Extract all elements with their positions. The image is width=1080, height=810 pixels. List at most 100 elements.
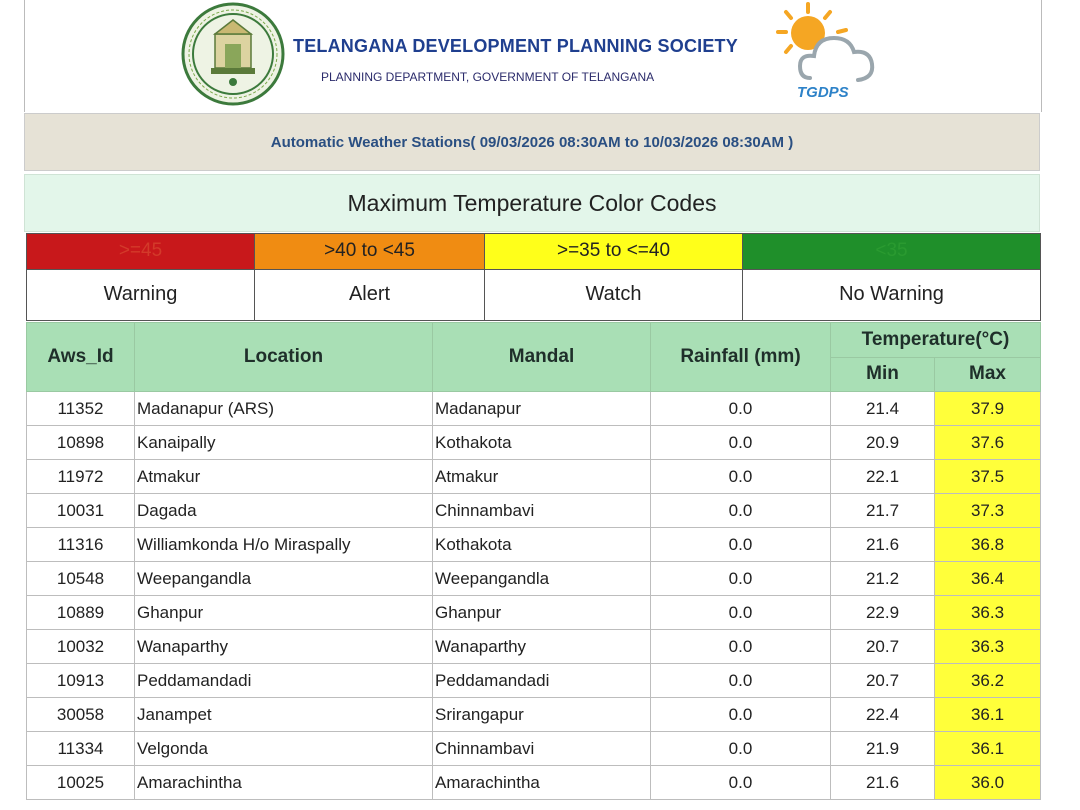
period-bar: Automatic Weather Stations( 09/03/2026 0… — [24, 113, 1040, 171]
cell-min-temp: 21.7 — [830, 493, 935, 528]
cell-min-temp: 21.2 — [830, 561, 935, 596]
cell-max-temp: 37.9 — [933, 391, 1042, 426]
cell-aws-id: 10031 — [26, 493, 135, 528]
cell-mandal: Wanaparthy — [432, 629, 651, 664]
cell-max-temp: 36.4 — [933, 561, 1042, 596]
header-mandal: Mandal — [432, 322, 651, 392]
cell-location: Madanapur (ARS) — [134, 391, 433, 426]
cell-rainfall: 0.0 — [650, 629, 831, 664]
cell-aws-id: 10025 — [26, 765, 135, 800]
cell-min-temp: 20.7 — [830, 663, 935, 698]
header-aws-id: Aws_Id — [26, 322, 135, 392]
header: TELANGANA DEVELOPMENT PLANNING SOCIETY P… — [24, 0, 1042, 112]
cell-min-temp: 22.1 — [830, 459, 935, 494]
cell-min-temp: 21.6 — [830, 765, 935, 800]
cell-min-temp: 21.6 — [830, 527, 935, 562]
table-row: 11334 Velgonda Chinnambavi 0.0 21.9 36.1 — [26, 731, 1042, 766]
table-row: 10548 Weepangandla Weepangandla 0.0 21.2 36.4 — [26, 561, 1042, 596]
cell-rainfall: 0.0 — [650, 765, 831, 800]
cell-rainfall: 0.0 — [650, 663, 831, 698]
cell-mandal: Kothakota — [432, 527, 651, 562]
cell-rainfall: 0.0 — [650, 425, 831, 460]
cell-mandal: Chinnambavi — [432, 493, 651, 528]
cell-rainfall: 0.0 — [650, 391, 831, 426]
weather-table-body: 11352 Madanapur (ARS) Madanapur 0.0 21.4 37.9… — [26, 391, 1042, 800]
cell-mandal: Ghanpur — [432, 595, 651, 630]
cell-max-temp: 37.5 — [933, 459, 1042, 494]
cell-location: Dagada — [134, 493, 433, 528]
cell-max-temp: 36.8 — [933, 527, 1042, 562]
cell-aws-id: 10032 — [26, 629, 135, 664]
period-text: Automatic Weather Stations( 09/03/2026 0… — [270, 133, 794, 151]
code-range-warning: >=45 — [26, 233, 255, 270]
cell-rainfall: 0.0 — [650, 561, 831, 596]
cell-aws-id: 11972 — [26, 459, 135, 494]
table-row: 11352 Madanapur (ARS) Madanapur 0.0 21.4 37.9 — [26, 391, 1042, 426]
table-row: 10025 Amarachintha Amarachintha 0.0 21.6 36.0 — [26, 765, 1042, 800]
cell-max-temp: 36.3 — [933, 629, 1042, 664]
cell-mandal: Chinnambavi — [432, 731, 651, 766]
cell-location: Atmakur — [134, 459, 433, 494]
cell-mandal: Amarachintha — [432, 765, 651, 800]
cell-location: Amarachintha — [134, 765, 433, 800]
code-range-watch: >=35 to <=40 — [484, 233, 743, 270]
sun-cloud-logo-icon — [776, 2, 875, 82]
cell-rainfall: 0.0 — [650, 459, 831, 494]
color-codes-table: >=45 >40 to <45 >=35 to <=40 <35 Warning… — [26, 233, 1041, 322]
header-location: Location — [134, 322, 433, 392]
cell-mandal: Srirangapur — [432, 697, 651, 732]
table-row: 10032 Wanaparthy Wanaparthy 0.0 20.7 36.3 — [26, 629, 1042, 664]
header-rainfall: Rainfall (mm) — [650, 322, 831, 392]
cell-max-temp: 36.1 — [933, 697, 1042, 732]
table-row: 10031 Dagada Chinnambavi 0.0 21.7 37.3 — [26, 493, 1042, 528]
table-row: 11972 Atmakur Atmakur 0.0 22.1 37.5 — [26, 459, 1042, 494]
cell-min-temp: 21.4 — [830, 391, 935, 426]
cell-aws-id: 10548 — [26, 561, 135, 596]
cell-aws-id: 11352 — [26, 391, 135, 426]
cell-min-temp: 22.4 — [830, 697, 935, 732]
cell-mandal: Kothakota — [432, 425, 651, 460]
page: TELANGANA DEVELOPMENT PLANNING SOCIETY P… — [24, 0, 1042, 810]
cell-rainfall: 0.0 — [650, 731, 831, 766]
cell-max-temp: 36.2 — [933, 663, 1042, 698]
header-min: Min — [830, 356, 935, 392]
cell-location: Janampet — [134, 697, 433, 732]
cell-mandal: Madanapur — [432, 391, 651, 426]
code-level-no-warning: No Warning — [742, 268, 1041, 322]
cell-location: Ghanpur — [134, 595, 433, 630]
cell-mandal: Peddamandadi — [432, 663, 651, 698]
color-codes-title-bar: Maximum Temperature Color Codes — [24, 174, 1040, 232]
code-level-alert: Alert — [254, 268, 485, 322]
table-row: 30058 Janampet Srirangapur 0.0 22.4 36.1 — [26, 697, 1042, 732]
cell-mandal: Weepangandla — [432, 561, 651, 596]
code-range-no-warning: <35 — [742, 233, 1041, 270]
table-row: 10913 Peddamandadi Peddamandadi 0.0 20.7 36.2 — [26, 663, 1042, 698]
cell-rainfall: 0.0 — [650, 697, 831, 732]
header-temperature: Temperature(°C) — [829, 322, 1042, 358]
tgdps-logo-text: TGDPS — [797, 84, 849, 101]
cell-max-temp: 36.3 — [933, 595, 1042, 630]
cell-aws-id: 10889 — [26, 595, 135, 630]
color-codes-range-row: >=45 >40 to <45 >=35 to <=40 <35 — [26, 233, 1041, 270]
code-level-warning: Warning — [26, 268, 255, 322]
cell-location: Wanaparthy — [134, 629, 433, 664]
weather-data-table: Aws_Id Location Mandal Rainfall (mm) Tem… — [26, 322, 1042, 800]
cell-location: Kanaipally — [134, 425, 433, 460]
department-name: PLANNING DEPARTMENT, GOVERNMENT OF TELAN… — [321, 70, 655, 84]
color-codes-level-row: Warning Alert Watch No Warning — [26, 268, 1041, 322]
cell-min-temp: 21.9 — [830, 731, 935, 766]
cell-min-temp: 20.9 — [830, 425, 935, 460]
cell-rainfall: 0.0 — [650, 527, 831, 562]
cell-rainfall: 0.0 — [650, 493, 831, 528]
code-range-alert: >40 to <45 — [254, 233, 485, 270]
cell-aws-id: 11334 — [26, 731, 135, 766]
cell-aws-id: 11316 — [26, 527, 135, 562]
telangana-seal-logo — [181, 2, 285, 106]
cell-max-temp: 36.1 — [933, 731, 1042, 766]
table-row: 11316 Williamkonda H/o Miraspally Kothakot… — [26, 527, 1042, 562]
organization-name: TELANGANA DEVELOPMENT PLANNING SOCIETY — [293, 36, 738, 56]
cell-rainfall: 0.0 — [650, 595, 831, 630]
cell-mandal: Atmakur — [432, 459, 651, 494]
cell-location: Velgonda — [134, 731, 433, 766]
color-codes-title: Maximum Temperature Color Codes — [347, 189, 717, 216]
